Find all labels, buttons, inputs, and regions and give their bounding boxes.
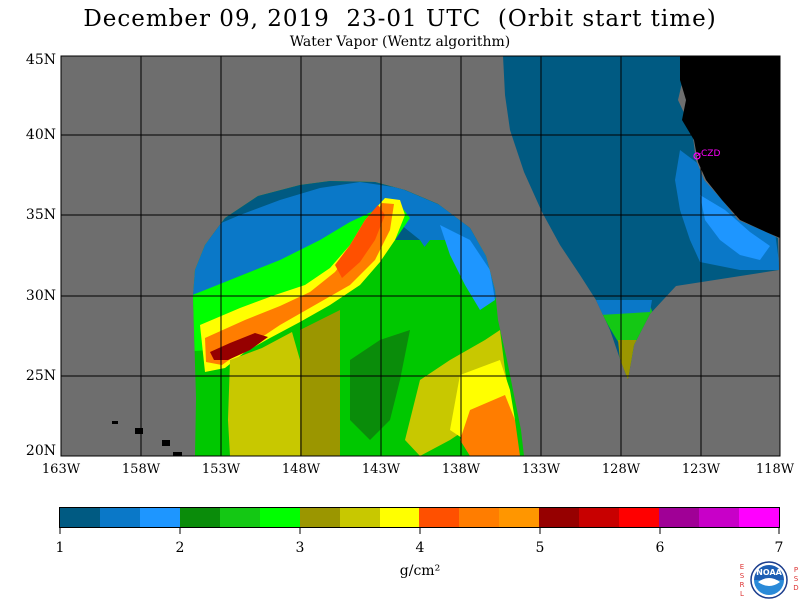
station-label: CZD [701,149,720,159]
land-mass [680,56,780,238]
noaa-logo: NOAA [750,561,788,599]
lat-label-25n: 25N [25,368,56,384]
lon-label-133w: 133W [521,462,561,477]
lat-label-40n: 40N [25,127,56,143]
lon-label-148w: 148W [281,462,321,477]
colorbar-tick-1: 1 [55,540,65,556]
colorbar-swatch [99,508,140,527]
colorbar-swatch [219,508,260,527]
noaa-badge-text: NOAA [756,568,782,577]
lon-label-128w: 128W [601,462,641,477]
colorbar-swatch [659,508,699,527]
colorbar-swatch [339,508,380,527]
lon-label-143w: 143W [361,462,401,477]
lon-label-138w: 138W [441,462,481,477]
colorbar-tick-3: 3 [295,540,305,556]
lon-label-163w: 163W [41,462,81,477]
lat-label-35n: 35N [25,207,56,223]
colorbar-tick-2: 2 [175,540,185,556]
lon-label-158w: 158W [121,462,161,477]
esrl-letters: E S R L [738,563,746,599]
colorbar-swatch [579,508,620,527]
esrl-letter: L [740,590,744,598]
lat-label-45n: 45N [25,52,56,68]
colorbar-swatch [738,508,779,527]
colorbar-swatch [259,508,300,527]
page-title: December 09, 2019 23-01 UTC (Orbit start… [83,6,717,32]
lon-label-123w: 123W [681,462,721,477]
colorbar-swatch [499,508,540,527]
page-subtitle: Water Vapor (Wentz algorithm) [289,34,511,50]
colorbar-tick-4: 4 [415,540,425,556]
colorbar-tick-5: 5 [535,540,545,556]
station-marker [693,152,702,160]
pacific-swath [193,181,524,456]
psd-letter: P [793,566,799,574]
colorbar-swatch [419,508,460,527]
colorbar-swatch [619,508,660,527]
colorbar-units: g/cm² [399,563,441,579]
psd-letter: S [793,575,799,583]
colorbar-swatch [139,508,180,527]
psd-letter: D [793,584,799,592]
colorbar-swatch [699,508,739,527]
hawaiian-islands [112,421,182,456]
colorbar-swatch [179,508,220,527]
lat-label-20n: 20N [25,443,56,459]
lat-lon-grid [61,56,780,456]
colorbar-swatch [379,508,420,527]
lon-label-118w: 118W [755,462,795,477]
colorbar-swatch [60,508,100,527]
psd-letters: P S D [792,566,800,593]
lat-label-30n: 30N [25,288,56,304]
map-frame [60,55,781,457]
colorbar-tick-6: 6 [655,540,665,556]
colorbar-tick-7: 7 [774,540,784,556]
colorbar-swatch [459,508,500,527]
colorbar-swatch [299,508,340,527]
colorbar-swatch [539,508,580,527]
esrl-letter: S [739,572,745,580]
colorbar [59,507,780,528]
esrl-letter: R [739,581,745,589]
esrl-letter: E [739,563,745,571]
lon-label-153w: 153W [201,462,241,477]
